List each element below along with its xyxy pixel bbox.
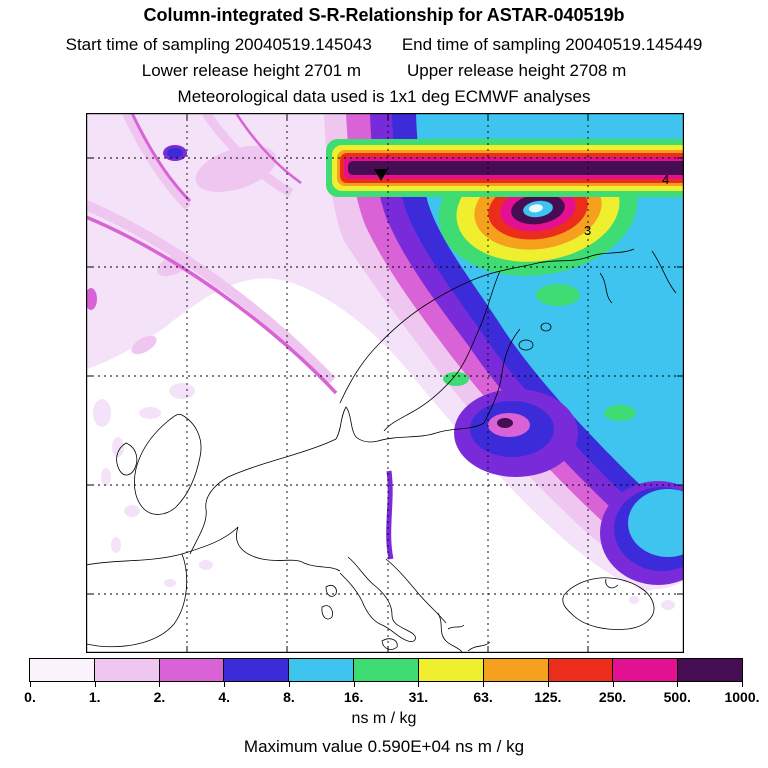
colorbar-segment: [547, 659, 613, 681]
coastline: [325, 585, 337, 597]
colorbar-segment: [30, 659, 94, 681]
coastline: [189, 438, 337, 555]
colorbar-ticks: [30, 682, 743, 687]
filament: [122, 113, 191, 210]
colorbar-tick-labels: 0. 1. 2. 4. 8. 16. 31. 63. 125. 250. 500. 1000.: [24, 689, 759, 705]
coastline: [599, 272, 613, 304]
contour-label: 3: [584, 223, 591, 238]
lake: [518, 339, 534, 351]
graticule: [86, 113, 684, 653]
coastline: [651, 250, 677, 294]
colorbar-segment: [158, 659, 224, 681]
coastline: [562, 577, 655, 630]
colorbar-segment: [288, 659, 354, 681]
colorbar-units-label: ns m / kg: [351, 710, 417, 727]
colorbar-tick-label: 1.: [88, 689, 101, 705]
colorbar-tick: [418, 682, 420, 687]
colorbar-tick: [94, 682, 96, 687]
colorbar-segment: [612, 659, 678, 681]
met-data-text: Meteorological data used is 1x1 deg ECMW…: [177, 87, 591, 106]
contour-label: 4: [662, 172, 669, 187]
colorbar-tick-label: 31.: [408, 689, 429, 705]
colorbar-segment: [482, 659, 548, 681]
upper-release-text: Upper release height 2708 m: [407, 61, 627, 80]
end-time-text: End time of sampling 20040519.145449: [401, 35, 703, 54]
colorbar-tick-label: 250.: [598, 689, 627, 705]
colorbar-tick: [483, 682, 485, 687]
coastline: [335, 406, 379, 443]
colorbar-tick-label: 63.: [473, 689, 493, 705]
met-data-row: Meteorological data used is 1x1 deg ECMW…: [0, 87, 768, 107]
coastline: [321, 605, 333, 620]
colorbar-tick-label: 1000.: [724, 689, 760, 705]
coastline: [467, 641, 491, 652]
map-frame: [86, 113, 684, 653]
coastline: [437, 612, 465, 653]
sampling-times-row: Start time of sampling 20040519.145043 E…: [0, 35, 768, 55]
filament: [130, 113, 192, 203]
max-value-text: Maximum value 0.590E+04 ns m / kg: [243, 737, 525, 756]
colorbar-tick-label: 0.: [24, 689, 36, 705]
filament: [86, 200, 336, 385]
coastlines: [86, 248, 677, 653]
colorbar-tick-label: 2.: [153, 689, 166, 705]
lake: [540, 322, 552, 332]
colorbar-segment: [93, 659, 159, 681]
colorbar-tick: [224, 682, 226, 687]
colorbar-segment: [677, 659, 742, 681]
colorbar-tick: [742, 682, 743, 687]
figure-title: Column-integrated S-R-Relationship for A…: [143, 5, 625, 25]
colorbar-segment: [223, 659, 289, 681]
colorbar-segments: [30, 659, 742, 681]
filament: [386, 470, 394, 560]
colorbar-tick-label: 500.: [663, 689, 691, 705]
coastline: [377, 422, 485, 442]
colorbar-tick: [30, 682, 31, 687]
colorbar-tick-label: 8.: [283, 689, 295, 705]
colorbar-segment: [353, 659, 418, 681]
black-triangle-marker: [374, 169, 388, 181]
colorbar-tick: [288, 682, 290, 687]
colorbar-tick: [547, 682, 549, 687]
coastline: [483, 328, 521, 424]
map-svg: 43: [86, 113, 684, 653]
colorbar-tick: [677, 682, 679, 687]
coastline: [116, 442, 138, 476]
coastline: [381, 638, 398, 650]
colorbar: [29, 658, 743, 682]
colorbar-tick: [353, 682, 355, 687]
plume-maximum-bar: [326, 139, 684, 197]
colorbar-tick-label: 125.: [534, 689, 562, 705]
colorbar-tick-label: 4.: [218, 689, 231, 705]
colorbar-tick: [612, 682, 614, 687]
coastline: [383, 270, 501, 432]
coastline: [605, 578, 619, 589]
lower-release-text: Lower release height 2701 m: [141, 61, 361, 80]
colorbar-tick: [159, 682, 161, 687]
coastline: [181, 526, 341, 572]
coastline: [86, 553, 187, 648]
filament: [234, 113, 302, 185]
coastline: [134, 413, 202, 515]
colorbar-segment: [417, 659, 483, 681]
coastline: [339, 556, 416, 642]
contour-field: [86, 113, 684, 610]
filament: [86, 215, 338, 395]
release-heights-row: Lower release height 2701 m Upper releas…: [0, 61, 768, 81]
colorbar-tick-label: 16.: [343, 689, 364, 705]
contour-labels: 43: [584, 172, 669, 238]
start-time-text: Start time of sampling 20040519.145043: [65, 35, 372, 54]
